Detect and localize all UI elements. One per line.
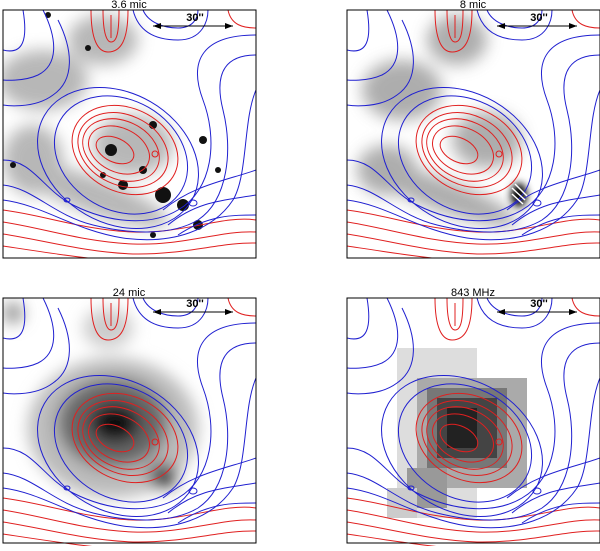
scale-label: 30'' <box>186 12 204 24</box>
frame <box>2 297 257 544</box>
panel: 24 mic 30'' <box>2 287 257 546</box>
panel: 3.6 mic 30'' <box>2 0 257 259</box>
frame <box>2 9 257 259</box>
panel: 843 MHz 30'' <box>346 287 600 546</box>
scale-label: 30'' <box>530 298 548 310</box>
scale-label: 30'' <box>530 12 548 24</box>
panel-title: 8 mic <box>460 0 487 11</box>
panel-title: 843 MHz <box>451 287 495 299</box>
frame <box>346 9 600 259</box>
panel-title: 3.6 mic <box>111 0 147 11</box>
frame <box>346 297 600 544</box>
panel-title: 24 mic <box>113 287 146 299</box>
panel: 8 mic 30'' <box>346 0 600 259</box>
scale-label: 30'' <box>186 298 204 310</box>
